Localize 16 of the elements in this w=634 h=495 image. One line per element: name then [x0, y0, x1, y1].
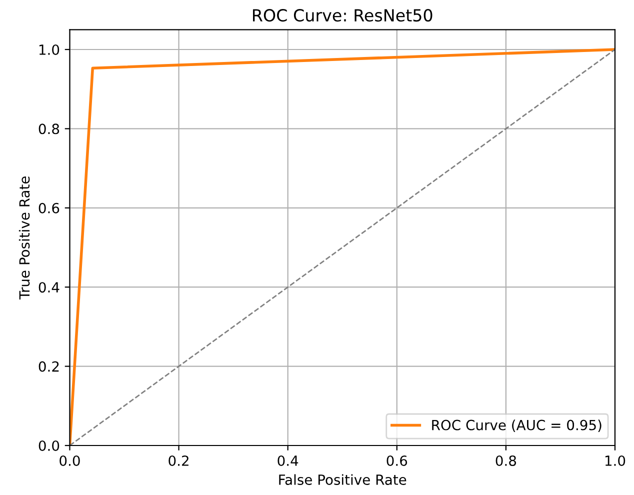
y-tick-label: 0.0 — [38, 440, 60, 451]
x-tick-label: 0.0 — [60, 455, 80, 466]
legend-label: ROC Curve (AUC = 0.95) — [432, 420, 602, 432]
y-axis-title: True Positive Rate — [18, 176, 30, 300]
chart-title: ROC Curve: ResNet50 — [253, 8, 432, 22]
x-tick-label: 0.2 — [168, 455, 188, 466]
y-tick-label: 0.8 — [38, 124, 60, 134]
y-tick-label: 0.2 — [38, 361, 59, 372]
x-tick-label: 0.6 — [386, 455, 408, 466]
y-tick-label: 0.6 — [38, 202, 60, 214]
x-tick-label: 1.0 — [605, 455, 626, 466]
x-tick-label: 0.4 — [278, 455, 298, 466]
x-axis-title: False Positive Rate — [279, 474, 406, 485]
y-tick-label: 1.0 — [39, 44, 60, 55]
x-tick-label: 0.8 — [496, 455, 516, 466]
y-tick-label: 0.4 — [38, 282, 60, 293]
